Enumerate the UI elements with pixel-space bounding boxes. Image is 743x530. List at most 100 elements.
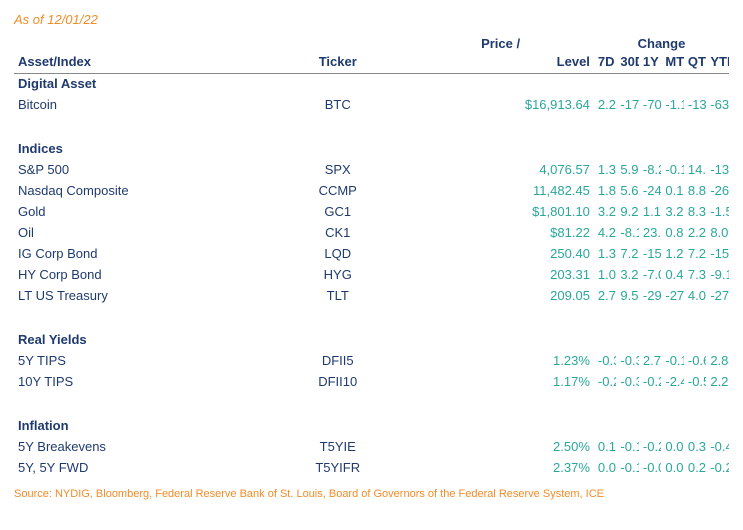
change-1y: -7.0% <box>639 264 661 285</box>
change-qtd: 7.3% <box>684 264 706 285</box>
change-qtd: 0.34% <box>684 436 706 457</box>
header-mtd: MTD <box>661 51 683 74</box>
change-qtd: 8.3% <box>684 201 706 222</box>
change-ytd: -0.40% <box>706 436 729 457</box>
change-7d: 1.3% <box>594 243 616 264</box>
table-row: OilCK1$81.224.2%-8.1%23.9%0.8%2.2%8.0% <box>14 222 729 243</box>
header-qtd: QTD <box>684 51 706 74</box>
change-mtd: -0.18% <box>661 350 683 371</box>
price: 1.23% <box>407 350 594 371</box>
change-ytd: -63.1% <box>706 94 729 115</box>
asset-name: Gold <box>14 201 268 222</box>
table-row: IG Corp BondLQD250.401.3%7.2%-15.6%1.2%7… <box>14 243 729 264</box>
ticker: T5YIE <box>268 436 407 457</box>
table-row: 5Y BreakevensT5YIE2.50%0.10%-0.16%-0.21%… <box>14 436 729 457</box>
ticker: T5YIFR <box>268 457 407 478</box>
header-ytd: YTD <box>706 51 729 74</box>
price: 203.31 <box>407 264 594 285</box>
ticker: GC1 <box>268 201 407 222</box>
table-row: GoldGC1$1,801.103.2%9.2%1.1%3.2%8.3%-1.5… <box>14 201 729 222</box>
ticker: DFII5 <box>268 350 407 371</box>
table-row: HY Corp BondHYG203.311.0%3.2%-7.0%0.4%7.… <box>14 264 729 285</box>
change-1y: 23.9% <box>639 222 661 243</box>
asset-name: LT US Treasury <box>14 285 268 306</box>
ticker: LQD <box>268 243 407 264</box>
header-30d: 30D <box>616 51 638 74</box>
change-1y: -24.1% <box>639 180 661 201</box>
ticker: DFII10 <box>268 371 407 392</box>
change-mtd: -1.1% <box>661 94 683 115</box>
change-mtd: 0.8% <box>661 222 683 243</box>
table-row: 5Y, 5Y FWDT5YIFR2.37%0.04%-0.14%-0.05%0.… <box>14 457 729 478</box>
change-ytd: -0.22% <box>706 457 729 478</box>
price: 11,482.45 <box>407 180 594 201</box>
change-7d: 0.10% <box>594 436 616 457</box>
change-7d: 2.7% <box>594 285 616 306</box>
asset-name: 10Y TIPS <box>14 371 268 392</box>
asset-name: Nasdaq Composite <box>14 180 268 201</box>
price: 2.37% <box>407 457 594 478</box>
ticker: SPX <box>268 159 407 180</box>
source-line: Source: NYDIG, Bloomberg, Federal Reserv… <box>14 488 729 500</box>
table-row: S&P 500SPX4,076.571.3%5.9%-8.2%-0.1%14.1… <box>14 159 729 180</box>
as-of-date: As of 12/01/22 <box>14 12 729 27</box>
change-7d: 0.04% <box>594 457 616 478</box>
change-mtd: 0.1% <box>661 180 683 201</box>
ticker: HYG <box>268 264 407 285</box>
change-30d: -17.3% <box>616 94 638 115</box>
asset-name: 5Y Breakevens <box>14 436 268 457</box>
market-table: Price / Change Asset/Index Ticker Level … <box>14 33 729 478</box>
change-30d: -0.16% <box>616 436 638 457</box>
section-title: Digital Asset <box>14 74 729 95</box>
header-ticker: Ticker <box>268 51 407 74</box>
header-1y: 1Y <box>639 51 661 74</box>
header-price-bottom: Level <box>407 51 594 74</box>
change-ytd: 2.84% <box>706 350 729 371</box>
price: 4,076.57 <box>407 159 594 180</box>
change-mtd: -27.1% <box>661 285 683 306</box>
change-qtd: 8.8% <box>684 180 706 201</box>
change-qtd: -0.51% <box>684 371 706 392</box>
change-7d: 3.2% <box>594 201 616 222</box>
change-30d: -8.1% <box>616 222 638 243</box>
price: 1.17% <box>407 371 594 392</box>
change-7d: -0.22% <box>594 371 616 392</box>
change-30d: 9.2% <box>616 201 638 222</box>
price: $1,801.10 <box>407 201 594 222</box>
change-1y: -0.05% <box>639 457 661 478</box>
change-qtd: 4.0% <box>684 285 706 306</box>
change-1y: 2.78% <box>639 350 661 371</box>
price: 2.50% <box>407 436 594 457</box>
header-change-top: Change <box>594 33 729 51</box>
change-1y: -70.2% <box>639 94 661 115</box>
change-7d: 1.3% <box>594 159 616 180</box>
ticker: BTC <box>268 94 407 115</box>
change-30d: 7.2% <box>616 243 638 264</box>
change-qtd: -0.69% <box>684 350 706 371</box>
change-1y: -8.2% <box>639 159 661 180</box>
ticker: TLT <box>268 285 407 306</box>
change-qtd: 2.2% <box>684 222 706 243</box>
asset-name: HY Corp Bond <box>14 264 268 285</box>
asset-name: Bitcoin <box>14 94 268 115</box>
table-row: BitcoinBTC$16,913.642.2%-17.3%-70.2%-1.1… <box>14 94 729 115</box>
change-mtd: 1.2% <box>661 243 683 264</box>
change-qtd: 0.22% <box>684 457 706 478</box>
ticker: CK1 <box>268 222 407 243</box>
change-30d: -0.39% <box>616 371 638 392</box>
table-row: LT US TreasuryTLT209.052.7%9.5%-29.0%-27… <box>14 285 729 306</box>
ticker: CCMP <box>268 180 407 201</box>
change-ytd: 8.0% <box>706 222 729 243</box>
change-ytd: -26.0% <box>706 180 729 201</box>
asset-name: S&P 500 <box>14 159 268 180</box>
change-1y: -0.21% <box>639 436 661 457</box>
change-1y: 1.1% <box>639 201 661 222</box>
change-1y: -0.24% <box>639 371 661 392</box>
table-row: Nasdaq CompositeCCMP11,482.451.8%5.6%-24… <box>14 180 729 201</box>
section-title: Real Yields <box>14 326 729 350</box>
change-30d: 3.2% <box>616 264 638 285</box>
header-7d: 7D <box>594 51 616 74</box>
change-7d: 2.2% <box>594 94 616 115</box>
change-qtd: -13.2% <box>684 94 706 115</box>
header-price-top: Price / <box>407 33 594 51</box>
